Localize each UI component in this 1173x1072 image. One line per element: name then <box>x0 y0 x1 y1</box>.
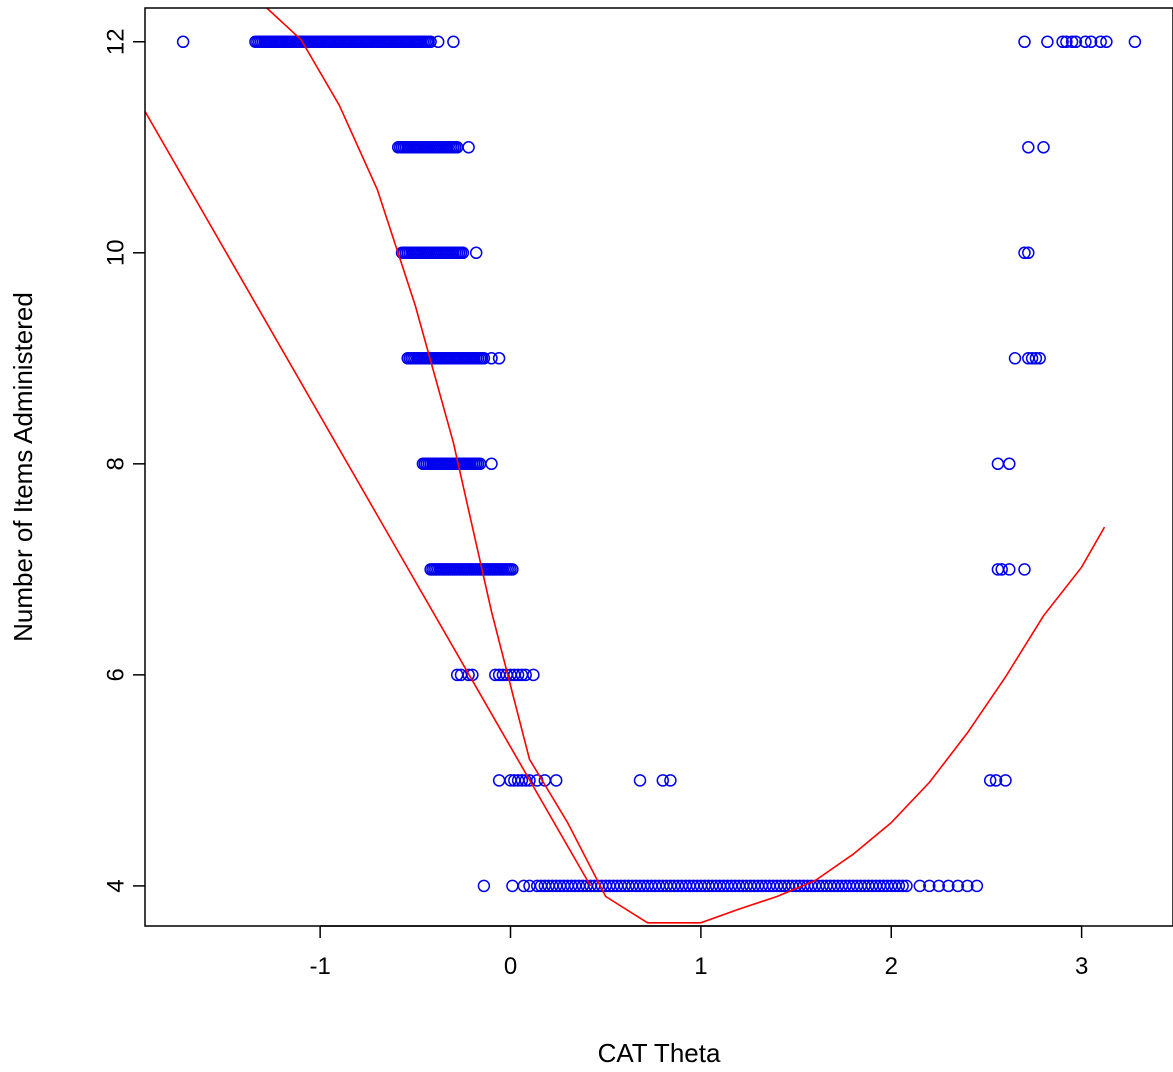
data-point <box>1018 563 1031 576</box>
data-point <box>656 774 670 787</box>
x-tick-label: 3 <box>1075 953 1088 980</box>
data-point <box>492 774 506 787</box>
data-point <box>942 879 955 893</box>
data-point <box>1033 352 1046 365</box>
data-point <box>549 774 563 787</box>
x-tick-label: -1 <box>309 953 330 980</box>
data-point <box>900 879 913 893</box>
data-point <box>176 35 190 49</box>
data-point <box>892 879 906 893</box>
data-point <box>1100 35 1113 49</box>
data-point <box>523 774 536 787</box>
data-point <box>896 879 909 893</box>
data-point <box>485 457 498 471</box>
y-tick-label: 8 <box>102 457 129 470</box>
data-point <box>1037 141 1050 154</box>
data-point <box>431 35 445 49</box>
data-point <box>633 774 647 787</box>
data-point <box>1022 246 1035 260</box>
y-tick-label: 10 <box>102 239 129 266</box>
data-point <box>1084 35 1098 49</box>
data-point <box>469 246 483 260</box>
data-point <box>1094 35 1107 49</box>
data-point <box>1041 35 1054 49</box>
data-point <box>995 563 1008 576</box>
data-point <box>1060 35 1073 49</box>
x-axis-title: CAT Theta <box>598 1038 721 1068</box>
data-point <box>456 246 470 260</box>
data-point <box>492 352 506 365</box>
data-point <box>1018 246 1031 260</box>
y-axis: 4 6 8 10 12 <box>102 28 145 893</box>
data-point <box>485 352 498 365</box>
quadratic-fit-line <box>266 8 1106 924</box>
fit-lines <box>145 8 1106 924</box>
y-axis-title: Number of Items Administered <box>8 292 38 642</box>
data-point <box>1008 352 1022 365</box>
data-point <box>506 563 519 576</box>
x-tick-label: 2 <box>885 953 898 980</box>
data-point <box>1003 563 1016 576</box>
data-point <box>511 668 525 682</box>
data-point <box>1018 35 1031 49</box>
data-point <box>1025 352 1039 365</box>
data-point <box>424 35 437 49</box>
data-point <box>523 879 536 893</box>
data-point <box>462 668 475 682</box>
data-point <box>983 774 997 787</box>
data-point <box>447 35 460 49</box>
data-points <box>176 35 1142 893</box>
data-point <box>932 879 946 893</box>
data-point <box>1069 35 1083 49</box>
data-point <box>506 879 519 893</box>
data-point <box>517 879 531 893</box>
y-tick-label: 12 <box>102 28 129 55</box>
data-point <box>989 774 1003 787</box>
data-point <box>462 141 475 154</box>
y-tick-label: 4 <box>102 879 129 892</box>
data-point <box>961 879 974 893</box>
data-point <box>999 774 1012 787</box>
linear-fit-line <box>145 111 592 887</box>
data-point <box>527 668 540 682</box>
data-point <box>1003 457 1016 471</box>
data-point <box>1056 35 1069 49</box>
data-point <box>477 879 491 893</box>
data-point <box>1128 35 1142 49</box>
data-point <box>923 879 936 893</box>
data-point <box>1029 352 1043 365</box>
data-point <box>970 879 984 893</box>
data-point <box>519 668 532 682</box>
data-point <box>477 352 491 365</box>
plot-frame <box>144 7 1173 927</box>
x-axis: -1 0 1 2 3 <box>309 925 1088 980</box>
data-point <box>515 774 529 787</box>
x-tick-label: 1 <box>694 953 707 980</box>
data-point <box>951 879 965 893</box>
y-tick-label: 6 <box>102 668 129 681</box>
data-point <box>1079 35 1092 49</box>
data-point <box>664 774 677 787</box>
data-point <box>1022 141 1035 154</box>
x-tick-label: 0 <box>504 953 517 980</box>
data-point <box>913 879 927 893</box>
data-point <box>1065 35 1079 49</box>
data-point <box>991 457 1005 471</box>
